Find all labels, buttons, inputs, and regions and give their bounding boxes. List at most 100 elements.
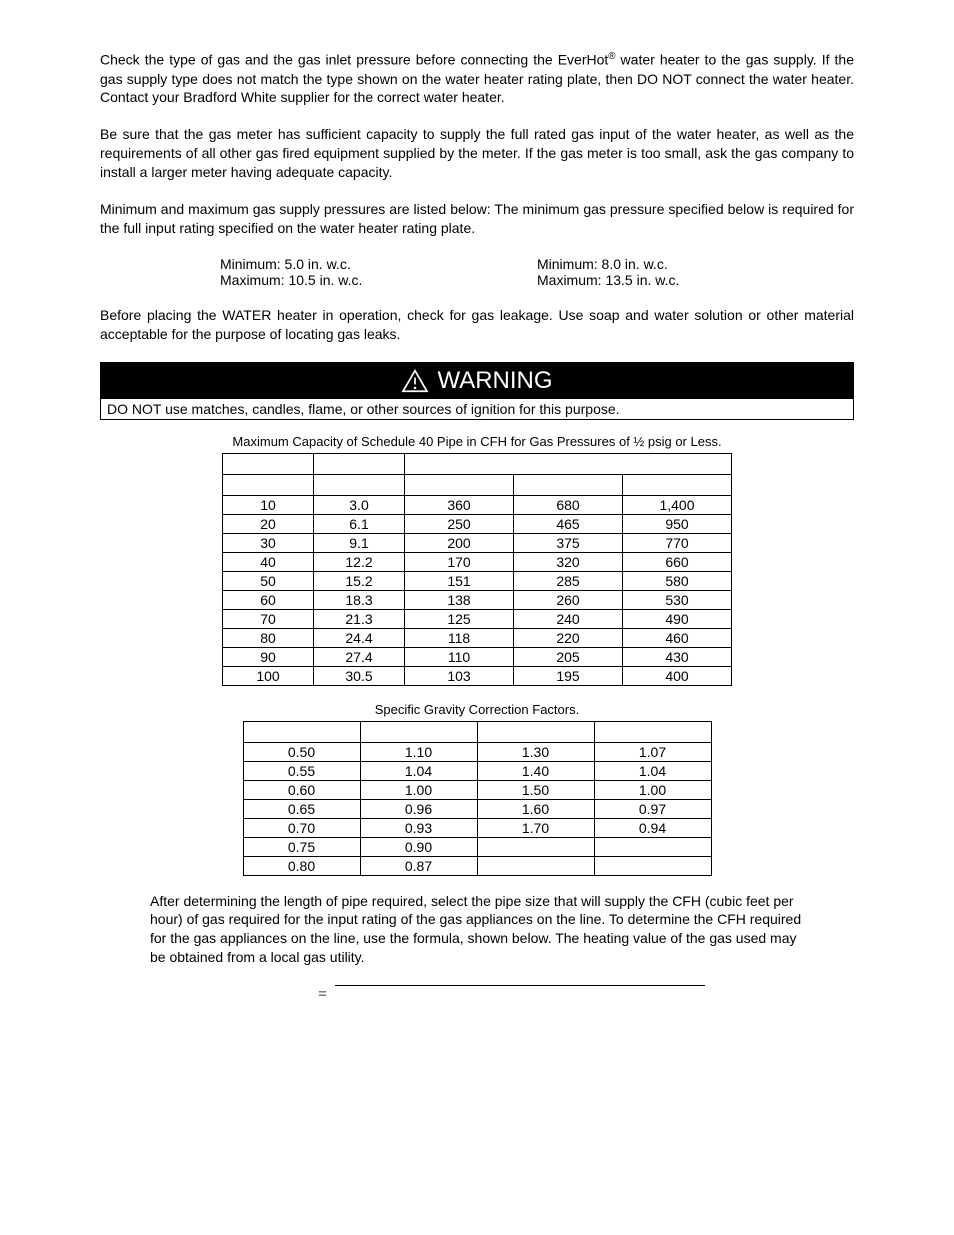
table-cell: 1.04 <box>360 761 477 780</box>
warning-triangle-icon <box>401 369 429 393</box>
table-cell: 0.65 <box>243 799 360 818</box>
table-cell: 0.75 <box>243 837 360 856</box>
table-row: 8024.4118220460 <box>223 628 732 647</box>
paragraph-cfh-formula-intro: After determining the length of pipe req… <box>100 892 854 968</box>
table-cell: 1.50 <box>477 780 594 799</box>
table-cell: 60 <box>223 590 314 609</box>
table-cell: 125 <box>405 609 514 628</box>
table-cell: 770 <box>623 533 732 552</box>
table-cell: 100 <box>223 666 314 685</box>
table-row: 0.650.961.600.97 <box>243 799 711 818</box>
paragraph-supply-pressure-intro: Minimum and maximum gas supply pressures… <box>100 200 854 238</box>
table-cell: 6.1 <box>314 514 405 533</box>
warning-body-text: DO NOT use matches, candles, flame, or o… <box>101 399 853 419</box>
table-cell: 80 <box>223 628 314 647</box>
warning-box: WARNING DO NOT use matches, candles, fla… <box>100 362 854 420</box>
table-cell: 400 <box>623 666 732 685</box>
table-row: 6018.3138260530 <box>223 590 732 609</box>
table-cell <box>477 856 594 875</box>
table-cell: 530 <box>623 590 732 609</box>
table-cell: 205 <box>514 647 623 666</box>
table1-title: Maximum Capacity of Schedule 40 Pipe in … <box>100 434 854 449</box>
supply-left-min: Minimum: 5.0 in. w.c. <box>220 256 537 272</box>
table-cell: 15.2 <box>314 571 405 590</box>
table-cell: 950 <box>623 514 732 533</box>
table-cell: 1.40 <box>477 761 594 780</box>
table-row: 309.1200375770 <box>223 533 732 552</box>
table-cell: 27.4 <box>314 647 405 666</box>
table-cell: 18.3 <box>314 590 405 609</box>
table-cell: 195 <box>514 666 623 685</box>
table-cell: 1.10 <box>360 742 477 761</box>
table-row: 0.601.001.501.00 <box>243 780 711 799</box>
table-cell: 200 <box>405 533 514 552</box>
equals-sign: = <box>318 986 327 1004</box>
table-row: 7021.3125240490 <box>223 609 732 628</box>
warning-title: WARNING <box>437 367 552 395</box>
paragraph-gas-type: Check the type of gas and the gas inlet … <box>100 50 854 107</box>
gravity-correction-table: 0.501.101.301.070.551.041.401.040.601.00… <box>243 721 712 876</box>
table-cell: 12.2 <box>314 552 405 571</box>
table-cell: 240 <box>514 609 623 628</box>
table-cell: 1.00 <box>360 780 477 799</box>
table-cell: 0.70 <box>243 818 360 837</box>
table-cell: 170 <box>405 552 514 571</box>
supply-pressure-right: Minimum: 8.0 in. w.c. Maximum: 13.5 in. … <box>537 256 854 288</box>
table-row: 5015.2151285580 <box>223 571 732 590</box>
table-cell: 40 <box>223 552 314 571</box>
table-cell: 260 <box>514 590 623 609</box>
table-cell: 110 <box>405 647 514 666</box>
table-row: 0.501.101.301.07 <box>243 742 711 761</box>
supply-right-min: Minimum: 8.0 in. w.c. <box>537 256 854 272</box>
supply-right-max: Maximum: 13.5 in. w.c. <box>537 272 854 288</box>
paragraph-leak-check: Before placing the WATER heater in opera… <box>100 306 854 344</box>
table-cell: 1.07 <box>594 742 711 761</box>
warning-header: WARNING <box>101 363 853 399</box>
text: Check the type of gas and the gas inlet … <box>100 52 608 68</box>
table-cell: 1.30 <box>477 742 594 761</box>
table-cell <box>477 837 594 856</box>
table-cell: 320 <box>514 552 623 571</box>
table-cell: 21.3 <box>314 609 405 628</box>
table-cell: 0.50 <box>243 742 360 761</box>
table-cell: 1.04 <box>594 761 711 780</box>
registered-mark: ® <box>608 51 615 62</box>
table-cell: 1.60 <box>477 799 594 818</box>
table-cell: 1.00 <box>594 780 711 799</box>
table-cell: 580 <box>623 571 732 590</box>
supply-pressure-block: Minimum: 5.0 in. w.c. Maximum: 10.5 in. … <box>100 256 854 288</box>
table-cell: 375 <box>514 533 623 552</box>
table-cell: 151 <box>405 571 514 590</box>
table-cell: 30.5 <box>314 666 405 685</box>
table-cell: 1.70 <box>477 818 594 837</box>
table-row: 9027.4110205430 <box>223 647 732 666</box>
table2-title: Specific Gravity Correction Factors. <box>100 702 854 717</box>
table-cell: 118 <box>405 628 514 647</box>
table-cell: 3.0 <box>314 495 405 514</box>
table-cell: 103 <box>405 666 514 685</box>
table-cell: 220 <box>514 628 623 647</box>
paragraph-meter-capacity: Be sure that the gas meter has sufficien… <box>100 125 854 182</box>
table-cell: 0.97 <box>594 799 711 818</box>
table-cell: 0.93 <box>360 818 477 837</box>
table-cell: 0.87 <box>360 856 477 875</box>
table-cell: 50 <box>223 571 314 590</box>
table-cell: 90 <box>223 647 314 666</box>
table-row: 10030.5103195400 <box>223 666 732 685</box>
table-cell: 465 <box>514 514 623 533</box>
table-cell: 0.90 <box>360 837 477 856</box>
table-cell <box>594 856 711 875</box>
table-cell: 360 <box>405 495 514 514</box>
fraction-bar <box>335 985 705 1004</box>
table-row: 4012.2170320660 <box>223 552 732 571</box>
table-cell: 490 <box>623 609 732 628</box>
table-row: 103.03606801,400 <box>223 495 732 514</box>
table-cell: 250 <box>405 514 514 533</box>
table-cell: 0.55 <box>243 761 360 780</box>
table-cell: 30 <box>223 533 314 552</box>
supply-left-max: Maximum: 10.5 in. w.c. <box>220 272 537 288</box>
table-cell: 70 <box>223 609 314 628</box>
supply-pressure-left: Minimum: 5.0 in. w.c. Maximum: 10.5 in. … <box>220 256 537 288</box>
table-row: 0.800.87 <box>243 856 711 875</box>
table-row: 0.700.931.700.94 <box>243 818 711 837</box>
